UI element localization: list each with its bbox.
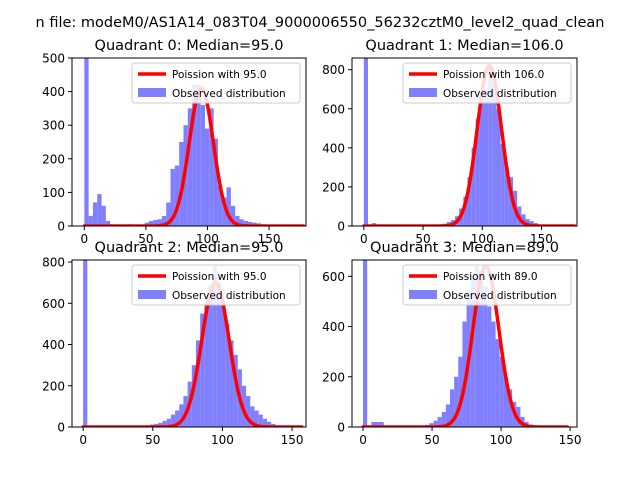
y-tick-label: 200 (322, 180, 345, 194)
y-tick-label: 400 (322, 141, 345, 155)
x-tick-label: 0 (359, 433, 367, 447)
y-tick-label: 500 (42, 52, 65, 66)
legend-hist-label: Observed distribution (443, 290, 557, 302)
hist-bar (83, 260, 87, 427)
hist-bar (93, 202, 97, 226)
panel-title: Quadrant 2: Median=95.0 (95, 240, 284, 256)
hist-bar (491, 322, 495, 427)
hist-bar (97, 194, 101, 226)
y-tick-label: 400 (42, 338, 65, 352)
legend-hist-swatch (138, 290, 166, 299)
legend-fit-label: Poission with 95.0 (172, 69, 267, 81)
y-tick-label: 600 (322, 270, 345, 284)
panel-title: Quadrant 1: Median=106.0 (365, 38, 563, 54)
hist-bar (205, 129, 209, 226)
legend-fit-label: Poission with 95.0 (172, 271, 267, 283)
y-tick-label: 600 (322, 102, 345, 116)
legend-fit-label: Poission with 89.0 (443, 271, 538, 283)
hist-bar (492, 83, 496, 226)
y-tick-label: 800 (42, 256, 65, 270)
hist-bar (363, 260, 367, 427)
y-tick-label: 100 (42, 186, 65, 200)
x-tick-label: 150 (559, 433, 582, 447)
hist-bar (84, 58, 88, 226)
legend-fit-label: Poission with 106.0 (443, 69, 544, 81)
hist-bar (364, 58, 368, 226)
hist-bar (175, 166, 179, 226)
legend-hist-swatch (409, 88, 437, 97)
y-tick-label: 200 (42, 152, 65, 166)
x-tick-label: 100 (211, 433, 234, 447)
legend-hist-label: Observed distribution (172, 290, 286, 302)
y-tick-label: 400 (42, 85, 65, 99)
hist-bar (483, 286, 487, 427)
x-tick-label: 50 (145, 433, 160, 447)
hist-bar (480, 99, 484, 226)
y-tick-label: 200 (322, 370, 345, 384)
y-tick-label: 0 (57, 220, 65, 234)
y-tick-label: 400 (322, 320, 345, 334)
y-tick-label: 0 (337, 220, 345, 234)
x-tick-label: 50 (424, 433, 439, 447)
x-tick-label: 0 (79, 433, 87, 447)
hist-bar (487, 306, 491, 427)
hist-bar (201, 105, 205, 226)
figure-title: n file: modeM0/AS1A14_083T04_9000006550_… (36, 15, 605, 31)
panel-quadrant-2: 0 50 100 150 0 200 400 600 800 Quadrant 2: Median… (42, 240, 306, 447)
hist-bar (196, 85, 200, 226)
x-tick-label: 150 (281, 433, 304, 447)
legend-hist-label: Observed distribution (443, 88, 557, 100)
y-tick-label: 800 (322, 63, 345, 77)
legend-hist-swatch (409, 290, 437, 299)
y-tick-label: 0 (337, 421, 345, 435)
hist-bar (484, 89, 488, 226)
y-tick-label: 0 (57, 421, 65, 435)
legend-hist-swatch (138, 88, 166, 97)
y-tick-label: 200 (42, 379, 65, 393)
y-tick-label: 300 (42, 119, 65, 133)
panel-title: Quadrant 0: Median=95.0 (95, 38, 284, 54)
legend-hist-label: Observed distribution (172, 88, 286, 100)
x-tick-label: 0 (80, 232, 88, 246)
hist-bar (102, 206, 106, 226)
panel-quadrant-3: 0 50 100 150 0 200 400 600 Quadrant 3: Median=89… (322, 240, 581, 447)
hist-bar (496, 339, 500, 427)
x-tick-label: 100 (490, 433, 513, 447)
x-tick-label: 0 (360, 232, 368, 246)
panel-title: Quadrant 3: Median=89.0 (370, 240, 559, 256)
y-tick-label: 600 (42, 297, 65, 311)
